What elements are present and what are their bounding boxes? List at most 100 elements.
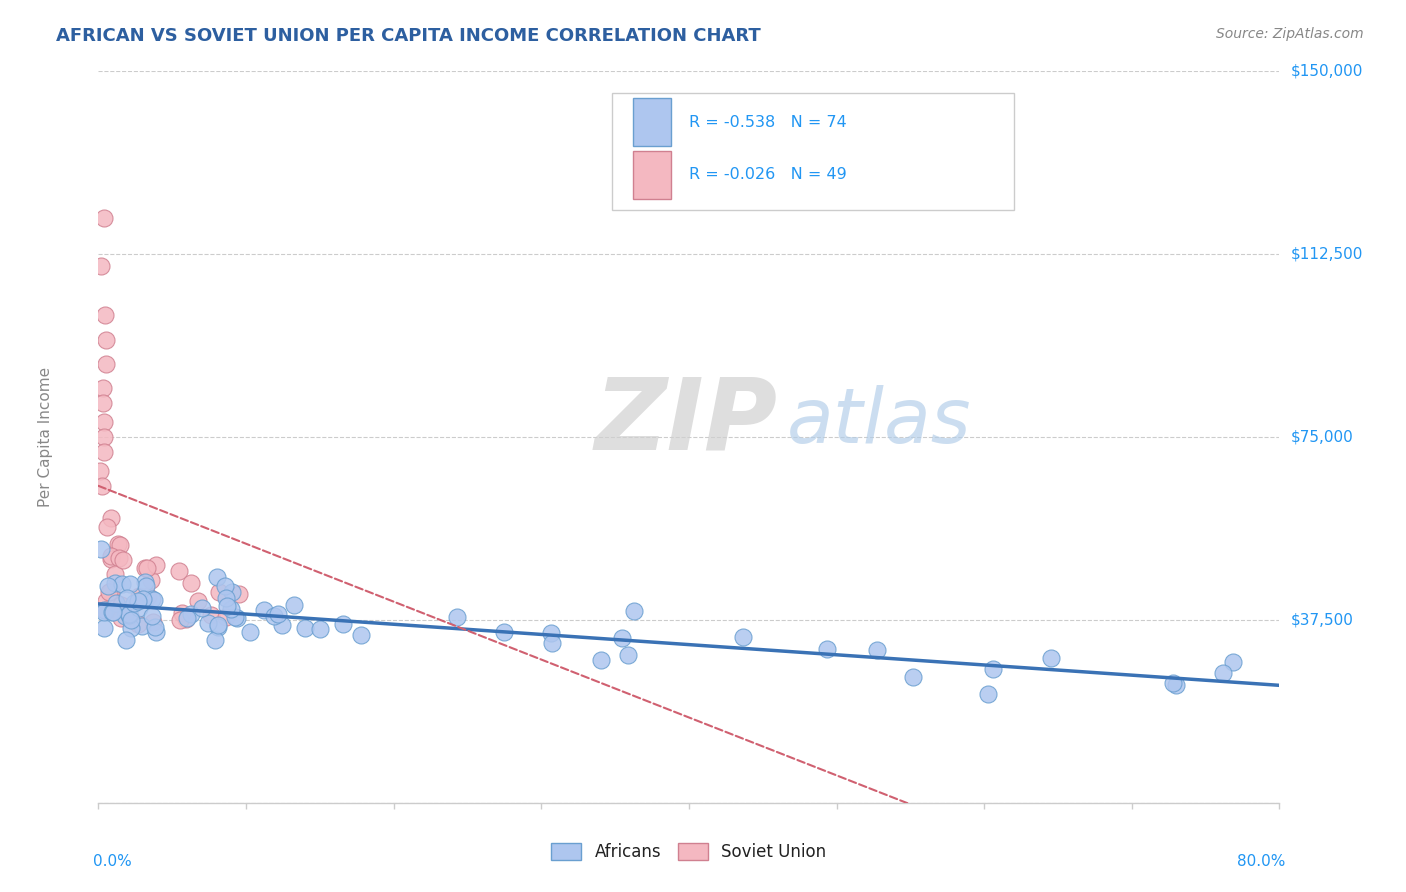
- Point: [118, 576, 141, 591]
- Point: [1222, 655, 1244, 669]
- Point: [141, 591, 163, 606]
- Point: [226, 610, 249, 624]
- Point: [132, 592, 155, 607]
- Point: [107, 537, 129, 551]
- Point: [981, 662, 1004, 676]
- Point: [101, 605, 124, 619]
- Point: [90, 260, 112, 274]
- Point: [93, 211, 115, 225]
- Point: [97, 579, 120, 593]
- Point: [118, 607, 141, 622]
- Text: Source: ZipAtlas.com: Source: ZipAtlas.com: [1216, 27, 1364, 41]
- Point: [623, 604, 645, 618]
- Point: [731, 630, 754, 644]
- Text: 80.0%: 80.0%: [1237, 854, 1285, 869]
- Point: [124, 596, 146, 610]
- Bar: [634, 151, 671, 199]
- Point: [267, 607, 290, 621]
- Point: [108, 537, 131, 551]
- Point: [139, 573, 162, 587]
- Point: [197, 615, 219, 630]
- Point: [94, 594, 117, 608]
- Point: [170, 607, 193, 621]
- Point: [174, 612, 197, 626]
- Point: [207, 620, 229, 634]
- Point: [200, 608, 222, 623]
- Point: [134, 574, 156, 589]
- Point: [100, 551, 122, 566]
- Point: [93, 416, 115, 430]
- Point: [104, 567, 127, 582]
- Point: [96, 520, 118, 534]
- Point: [350, 628, 373, 642]
- Point: [492, 625, 515, 640]
- Point: [294, 621, 316, 635]
- Point: [101, 605, 124, 619]
- Point: [108, 550, 131, 565]
- Point: [93, 603, 115, 617]
- Point: [180, 575, 202, 590]
- Point: [110, 611, 132, 625]
- FancyBboxPatch shape: [612, 94, 1014, 211]
- Point: [134, 561, 156, 575]
- Text: $37,500: $37,500: [1291, 613, 1354, 627]
- Text: AFRICAN VS SOVIET UNION PER CAPITA INCOME CORRELATION CHART: AFRICAN VS SOVIET UNION PER CAPITA INCOM…: [56, 27, 761, 45]
- Point: [93, 396, 115, 410]
- Point: [283, 598, 305, 612]
- Point: [105, 596, 128, 610]
- Text: 0.0%: 0.0%: [93, 854, 131, 869]
- Point: [110, 599, 132, 613]
- Point: [141, 609, 163, 624]
- Point: [1212, 665, 1234, 680]
- Point: [112, 553, 135, 567]
- Point: [215, 599, 238, 613]
- Point: [309, 622, 332, 636]
- Point: [208, 585, 231, 599]
- Text: ZIP: ZIP: [595, 374, 778, 471]
- Point: [114, 609, 136, 624]
- Point: [127, 594, 149, 608]
- Point: [104, 576, 127, 591]
- Point: [145, 624, 167, 639]
- Point: [815, 642, 838, 657]
- Point: [128, 601, 150, 615]
- Point: [115, 591, 138, 605]
- Point: [93, 605, 115, 619]
- Point: [128, 589, 150, 603]
- Point: [94, 357, 117, 371]
- Point: [90, 479, 112, 493]
- Legend: Africans, Soviet Union: Africans, Soviet Union: [544, 836, 834, 868]
- Point: [271, 618, 294, 632]
- Point: [1161, 676, 1184, 690]
- Point: [224, 610, 246, 624]
- Point: [215, 591, 238, 605]
- Text: $112,500: $112,500: [1291, 247, 1362, 261]
- Point: [169, 613, 191, 627]
- Text: Per Capita Income: Per Capita Income: [38, 367, 53, 508]
- Point: [131, 618, 153, 632]
- Text: atlas: atlas: [787, 385, 972, 459]
- Point: [142, 593, 165, 607]
- Point: [145, 558, 167, 573]
- Point: [1040, 651, 1063, 665]
- Point: [100, 584, 122, 599]
- Point: [94, 333, 117, 347]
- Point: [239, 624, 262, 639]
- Point: [90, 542, 112, 557]
- Point: [120, 621, 142, 635]
- Point: [612, 631, 634, 645]
- Point: [91, 381, 114, 395]
- Text: R = -0.538   N = 74: R = -0.538 N = 74: [689, 115, 846, 129]
- Point: [89, 464, 111, 478]
- Bar: [634, 98, 671, 146]
- Point: [93, 621, 115, 635]
- Point: [540, 625, 562, 640]
- Point: [167, 564, 190, 578]
- Point: [332, 617, 354, 632]
- Point: [111, 576, 134, 591]
- Point: [135, 579, 157, 593]
- Point: [253, 603, 276, 617]
- Point: [617, 648, 640, 662]
- Point: [143, 620, 166, 634]
- Point: [866, 642, 889, 657]
